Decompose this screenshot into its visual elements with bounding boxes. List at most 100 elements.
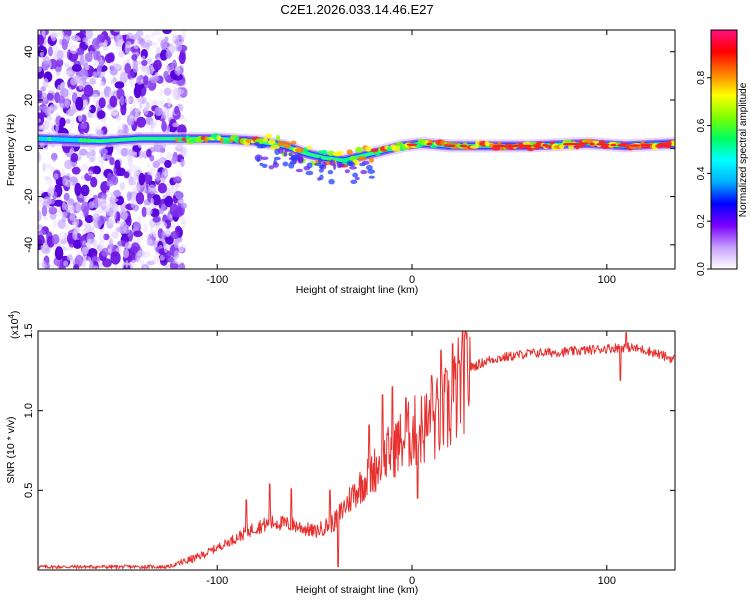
ridge-left-blob bbox=[78, 138, 84, 143]
noise-blob bbox=[40, 49, 44, 58]
noise-blob bbox=[99, 232, 105, 242]
noise-blob bbox=[38, 224, 43, 230]
ridge-layer bbox=[38, 132, 675, 185]
noise-blob bbox=[159, 89, 163, 97]
noise-blob bbox=[65, 118, 71, 124]
noise-blob bbox=[65, 97, 70, 109]
noise-blob bbox=[66, 254, 73, 261]
noise-blob bbox=[73, 264, 80, 269]
noise-blob bbox=[125, 215, 132, 227]
noise-blob bbox=[81, 163, 89, 172]
noise-blob bbox=[84, 223, 92, 234]
noise-blob bbox=[181, 220, 186, 229]
noise-blob bbox=[109, 207, 114, 218]
ridge-scatter bbox=[346, 160, 354, 166]
ridge-core bbox=[589, 142, 595, 146]
noise-blob bbox=[68, 50, 79, 63]
noise-blob bbox=[133, 85, 142, 99]
ridge-left-blob bbox=[70, 137, 76, 143]
noise-blob bbox=[48, 88, 55, 94]
ridge-scatter bbox=[272, 162, 279, 168]
noise-blob bbox=[174, 105, 180, 115]
noise-blob bbox=[96, 129, 104, 137]
ridge-scatter bbox=[305, 170, 314, 176]
noise-blob bbox=[98, 148, 108, 156]
noise-blob bbox=[71, 166, 81, 175]
snr-x-ticks: -100 0 100 bbox=[206, 331, 616, 587]
ridge-scatter bbox=[338, 163, 345, 167]
noise-blob bbox=[136, 116, 147, 128]
noise-blob bbox=[163, 87, 172, 96]
noise-blob bbox=[178, 244, 184, 253]
noise-blob bbox=[132, 151, 138, 159]
noise-blob bbox=[137, 215, 142, 224]
noise-blob bbox=[93, 59, 99, 68]
ridge-blob bbox=[268, 139, 276, 145]
noise-blob bbox=[78, 80, 84, 90]
noise-blob bbox=[134, 108, 141, 113]
ridge-core bbox=[509, 144, 521, 148]
noise-blob bbox=[85, 32, 94, 37]
ridge-scatter bbox=[354, 176, 360, 181]
noise-blob bbox=[116, 44, 121, 51]
ridge-left-blob bbox=[54, 137, 61, 142]
noise-blob bbox=[44, 163, 52, 168]
ridge-scatter bbox=[318, 164, 324, 169]
noise-blob bbox=[119, 95, 125, 106]
noise-blob bbox=[43, 77, 49, 89]
noise-blob bbox=[111, 231, 119, 239]
noise-blob bbox=[176, 79, 185, 86]
noise-blob bbox=[114, 63, 121, 69]
noise-blob bbox=[98, 97, 106, 109]
noise-blob bbox=[64, 159, 73, 170]
ridge-scatter bbox=[359, 162, 366, 167]
ridge-scatter bbox=[360, 169, 368, 175]
noise-blob bbox=[163, 70, 169, 80]
noise-blob bbox=[164, 112, 169, 116]
noise-blob bbox=[61, 201, 67, 211]
noise-blob bbox=[89, 149, 96, 157]
svg-text:(x104): (x104) bbox=[7, 311, 21, 339]
noise-blob bbox=[97, 63, 102, 76]
noise-blob bbox=[139, 260, 145, 266]
noise-blob bbox=[50, 264, 55, 269]
noise-blob bbox=[146, 66, 151, 76]
noise-blob bbox=[38, 118, 41, 123]
noise-blob bbox=[38, 195, 42, 203]
noise-blob bbox=[138, 172, 146, 186]
noise-blob bbox=[149, 226, 154, 236]
noise-blob bbox=[47, 106, 55, 116]
noise-blob bbox=[139, 104, 143, 110]
ridge-blob bbox=[346, 149, 353, 155]
snr-multiplier-base: (x10 bbox=[9, 318, 21, 339]
noise-blob bbox=[63, 260, 69, 267]
noise-blob bbox=[110, 251, 121, 265]
noise-blob bbox=[38, 262, 41, 268]
noise-blob bbox=[106, 180, 114, 187]
noise-blob bbox=[146, 163, 151, 167]
ridge-blob bbox=[475, 140, 480, 147]
noise-blob bbox=[59, 117, 66, 127]
ridge-left-blob bbox=[82, 138, 88, 143]
noise-blob bbox=[110, 191, 115, 203]
noise-blob bbox=[112, 76, 117, 83]
noise-blob bbox=[102, 41, 108, 51]
noise-blob bbox=[55, 71, 61, 77]
ridge-left-blob bbox=[47, 136, 53, 142]
noise-blob bbox=[70, 118, 74, 129]
noise-blob bbox=[51, 234, 60, 245]
snr-x-tick-label: 0 bbox=[409, 575, 415, 587]
noise-blob bbox=[161, 120, 167, 132]
noise-blob bbox=[181, 118, 187, 123]
noise-blob bbox=[149, 166, 156, 177]
noise-blob bbox=[80, 201, 90, 214]
noise-blob bbox=[69, 210, 76, 221]
noise-blob bbox=[120, 103, 127, 116]
ridge-scatter bbox=[282, 161, 289, 167]
noise-blob bbox=[138, 150, 144, 159]
ridge-core bbox=[629, 144, 641, 147]
noise-blob bbox=[38, 210, 42, 222]
snr-frame bbox=[37, 330, 676, 571]
spectrogram-x-tick-label: -100 bbox=[206, 274, 228, 286]
